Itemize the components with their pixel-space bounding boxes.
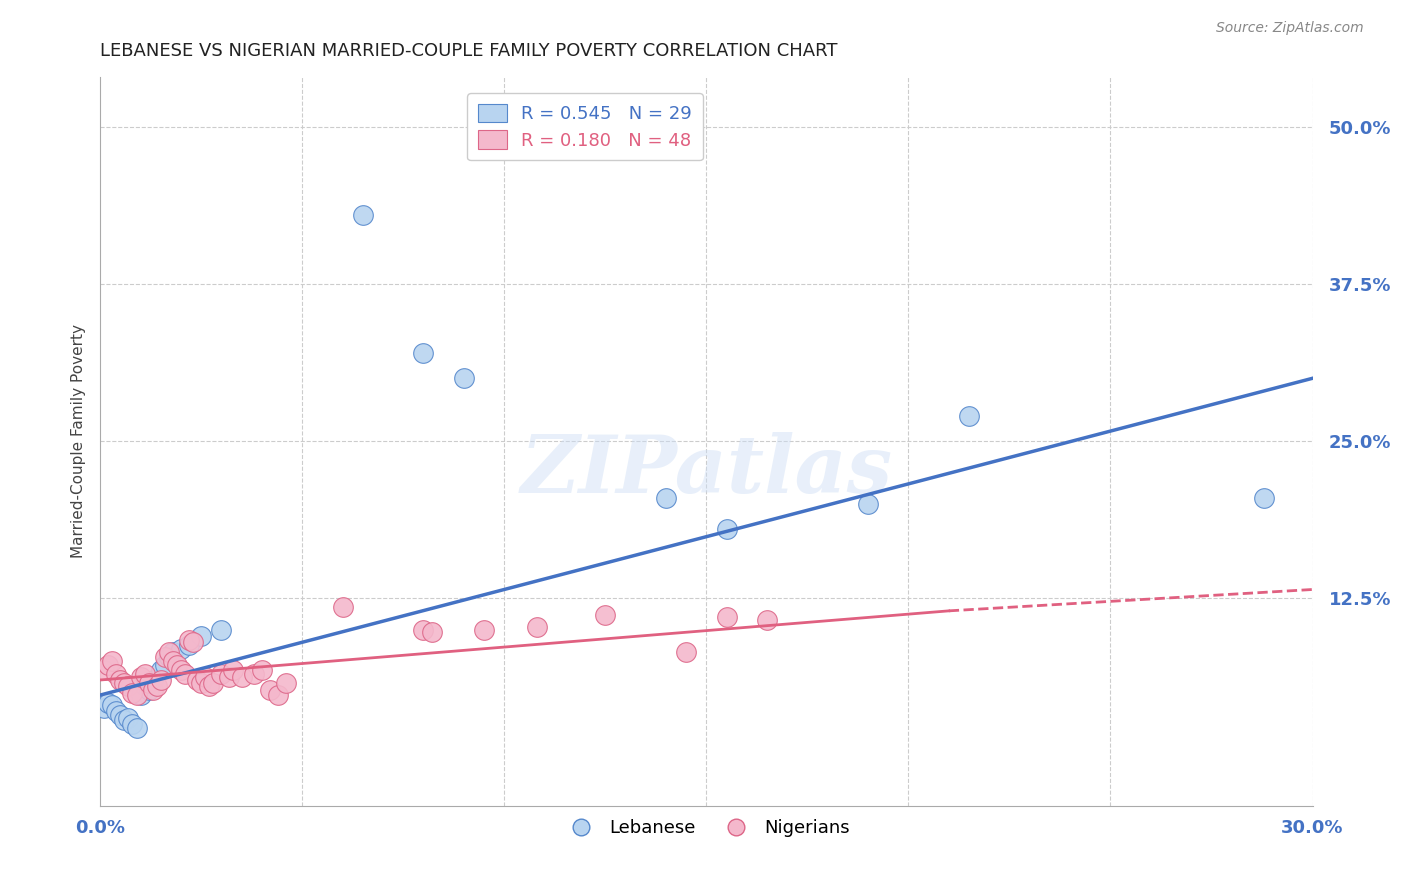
- Point: [117, 679, 139, 693]
- Point: [97, 696, 120, 710]
- Point: [218, 671, 240, 685]
- Point: [190, 629, 212, 643]
- Point: [138, 683, 160, 698]
- Point: [110, 673, 132, 687]
- Text: ZIPatlas: ZIPatlas: [520, 432, 893, 509]
- Point: [267, 688, 290, 702]
- Point: [259, 683, 281, 698]
- Point: [716, 522, 738, 536]
- Point: [117, 711, 139, 725]
- Point: [242, 666, 264, 681]
- Point: [186, 673, 208, 687]
- Point: [145, 679, 167, 693]
- Point: [149, 673, 172, 687]
- Point: [157, 650, 180, 665]
- Point: [170, 641, 193, 656]
- Point: [121, 717, 143, 731]
- Point: [134, 679, 156, 693]
- Point: [274, 675, 297, 690]
- Point: [105, 666, 128, 681]
- Point: [595, 607, 617, 622]
- Point: [453, 371, 475, 385]
- Point: [177, 632, 200, 647]
- Point: [332, 600, 354, 615]
- Point: [412, 623, 434, 637]
- Point: [755, 613, 778, 627]
- Point: [134, 666, 156, 681]
- Point: [222, 663, 245, 677]
- Point: [93, 700, 115, 714]
- Point: [1253, 491, 1275, 505]
- Point: [112, 675, 135, 690]
- Point: [162, 645, 184, 659]
- Point: [957, 409, 980, 423]
- Point: [655, 491, 678, 505]
- Point: [716, 610, 738, 624]
- Point: [142, 683, 165, 698]
- Point: [105, 705, 128, 719]
- Point: [149, 663, 172, 677]
- Point: [125, 721, 148, 735]
- Point: [472, 623, 495, 637]
- Point: [202, 675, 225, 690]
- Text: LEBANESE VS NIGERIAN MARRIED-COUPLE FAMILY POVERTY CORRELATION CHART: LEBANESE VS NIGERIAN MARRIED-COUPLE FAMI…: [100, 42, 838, 60]
- Point: [194, 671, 217, 685]
- Point: [526, 620, 548, 634]
- Point: [181, 635, 204, 649]
- Point: [125, 688, 148, 702]
- Point: [112, 713, 135, 727]
- Point: [166, 657, 188, 672]
- Point: [162, 654, 184, 668]
- Point: [420, 625, 443, 640]
- Point: [198, 679, 221, 693]
- Legend: Lebanese, Nigerians: Lebanese, Nigerians: [555, 812, 858, 844]
- Point: [174, 666, 197, 681]
- Point: [352, 208, 374, 222]
- Point: [129, 688, 152, 702]
- Text: Source: ZipAtlas.com: Source: ZipAtlas.com: [1216, 21, 1364, 36]
- Y-axis label: Married-Couple Family Poverty: Married-Couple Family Poverty: [72, 324, 86, 558]
- Point: [153, 657, 176, 672]
- Point: [209, 666, 232, 681]
- Point: [93, 663, 115, 677]
- Point: [190, 675, 212, 690]
- Point: [110, 708, 132, 723]
- Point: [121, 685, 143, 699]
- Point: [142, 673, 165, 687]
- Point: [412, 346, 434, 360]
- Point: [250, 663, 273, 677]
- Point: [170, 663, 193, 677]
- Point: [101, 654, 124, 668]
- Point: [209, 623, 232, 637]
- Point: [157, 645, 180, 659]
- Point: [177, 638, 200, 652]
- Point: [138, 675, 160, 690]
- Point: [675, 645, 697, 659]
- Point: [231, 671, 253, 685]
- Point: [153, 650, 176, 665]
- Point: [97, 657, 120, 672]
- Point: [129, 671, 152, 685]
- Point: [856, 497, 879, 511]
- Point: [101, 698, 124, 713]
